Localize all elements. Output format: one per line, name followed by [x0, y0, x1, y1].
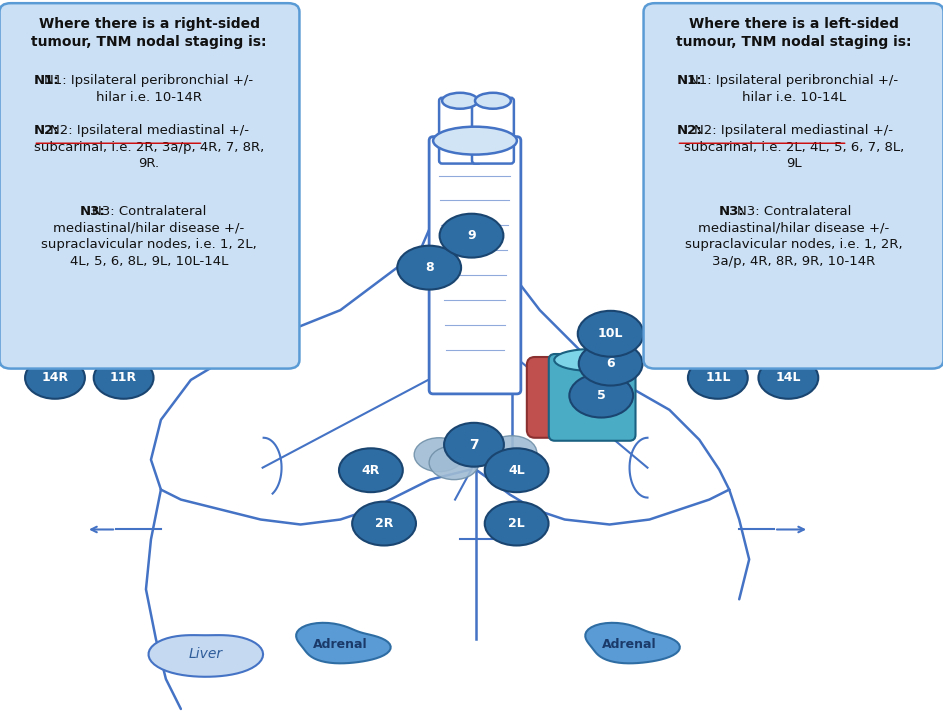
Text: 2R: 2R: [375, 517, 393, 530]
Text: N1:: N1:: [676, 74, 703, 87]
Ellipse shape: [352, 502, 416, 545]
Text: Where there is a right-sided
tumour, TNM nodal staging is:: Where there is a right-sided tumour, TNM…: [31, 17, 267, 49]
Ellipse shape: [397, 246, 461, 289]
Text: N2: Ipsilateral mediastinal +/-
subcarinal, i.e. 2L, 4L, 5, 6, 7, 8L,
9L: N2: Ipsilateral mediastinal +/- subcarin…: [684, 124, 904, 170]
FancyBboxPatch shape: [439, 98, 481, 163]
Polygon shape: [296, 623, 390, 663]
Text: Where there is a left-sided
tumour, TNM nodal staging is:: Where there is a left-sided tumour, TNM …: [676, 17, 912, 49]
Ellipse shape: [339, 448, 403, 492]
Ellipse shape: [442, 93, 478, 109]
FancyBboxPatch shape: [643, 3, 943, 369]
Text: 2L: 2L: [508, 517, 525, 530]
FancyBboxPatch shape: [472, 98, 514, 163]
Ellipse shape: [485, 448, 549, 492]
Ellipse shape: [25, 357, 85, 399]
Ellipse shape: [93, 357, 154, 399]
Text: Adrenal: Adrenal: [603, 637, 657, 651]
Text: N1: Ipsilateral peribronchial +/-
hilar i.e. 10-14R: N1: Ipsilateral peribronchial +/- hilar …: [44, 74, 254, 104]
Text: 10L: 10L: [598, 327, 623, 340]
Text: 14R: 14R: [41, 371, 69, 384]
Ellipse shape: [444, 423, 504, 467]
Text: N1:: N1:: [33, 74, 59, 87]
Text: Liver: Liver: [189, 647, 223, 661]
Ellipse shape: [433, 127, 517, 155]
Polygon shape: [149, 635, 263, 677]
Ellipse shape: [439, 214, 504, 257]
Text: N2: Ipsilateral mediastinal +/-
subcarinal, i.e. 2R, 3a/p, 4R, 7, 8R,
9R.: N2: Ipsilateral mediastinal +/- subcarin…: [34, 124, 264, 170]
Text: 11L: 11L: [705, 371, 731, 384]
Text: 9: 9: [467, 229, 476, 242]
Text: 8: 8: [425, 261, 434, 274]
Ellipse shape: [688, 357, 748, 399]
Text: 10R: 10R: [234, 327, 261, 340]
FancyBboxPatch shape: [0, 3, 300, 369]
Text: 4L: 4L: [508, 463, 525, 477]
Text: 14L: 14L: [775, 371, 802, 384]
Text: N2:: N2:: [676, 124, 703, 137]
Text: N2:: N2:: [33, 124, 59, 137]
Ellipse shape: [485, 502, 549, 545]
Text: Adrenal: Adrenal: [313, 637, 368, 651]
FancyBboxPatch shape: [549, 354, 636, 441]
Text: 4R: 4R: [362, 463, 380, 477]
Ellipse shape: [414, 438, 464, 472]
Ellipse shape: [758, 357, 819, 399]
Text: N3:: N3:: [79, 205, 106, 218]
Ellipse shape: [554, 349, 629, 371]
Text: 5: 5: [597, 389, 605, 402]
Ellipse shape: [215, 311, 281, 356]
Text: N3: Contralateral
mediastinal/hilar disease +/-
supraclavicular nodes, i.e. 1, 2: N3: Contralateral mediastinal/hilar dise…: [41, 205, 256, 267]
Ellipse shape: [475, 93, 511, 109]
Text: 6: 6: [606, 357, 615, 370]
Ellipse shape: [570, 374, 633, 418]
Ellipse shape: [579, 342, 642, 386]
Text: N3:: N3:: [719, 205, 745, 218]
Ellipse shape: [487, 436, 537, 470]
FancyBboxPatch shape: [527, 357, 604, 438]
Text: 11R: 11R: [110, 371, 137, 384]
Polygon shape: [586, 623, 680, 663]
Ellipse shape: [429, 446, 479, 480]
Ellipse shape: [578, 311, 643, 356]
FancyBboxPatch shape: [429, 137, 521, 394]
Text: N3: Contralateral
mediastinal/hilar disease +/-
supraclavicular nodes, i.e. 1, 2: N3: Contralateral mediastinal/hilar dise…: [686, 205, 902, 267]
Text: N1: Ipsilateral peribronchial +/-
hilar i.e. 10-14L: N1: Ipsilateral peribronchial +/- hilar …: [689, 74, 899, 104]
Text: 7: 7: [470, 438, 479, 452]
